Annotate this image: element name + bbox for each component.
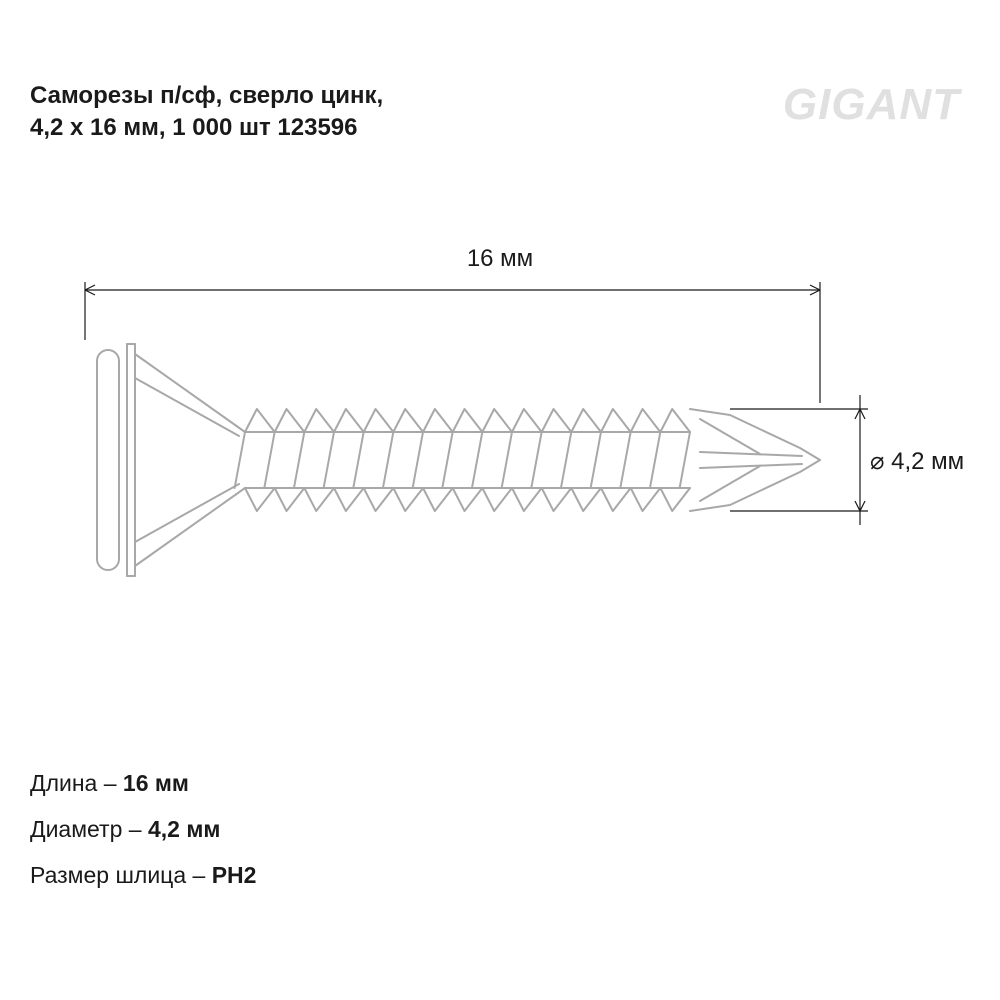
specifications: Длина – 16 мм Диаметр – 4,2 мм Размер шл… (30, 760, 256, 898)
spec-diameter: Диаметр – 4,2 мм (30, 806, 256, 852)
product-title: Саморезы п/сф, сверло цинк, 4,2 х 16 мм,… (30, 80, 383, 145)
title-line-1: Саморезы п/сф, сверло цинк, (30, 80, 383, 112)
screw-svg (30, 240, 970, 660)
spec-length-label: Длина – (30, 770, 123, 796)
spec-diameter-value: 4,2 мм (148, 816, 220, 842)
spec-length: Длина – 16 мм (30, 760, 256, 806)
title-line-2: 4,2 х 16 мм, 1 000 шт 123596 (30, 112, 383, 144)
brand-logo: GIGANT (783, 80, 960, 130)
screw-diagram (30, 240, 970, 660)
spec-drive: Размер шлица – PH2 (30, 852, 256, 898)
spec-drive-label: Размер шлица – (30, 862, 212, 888)
spec-diameter-label: Диаметр – (30, 816, 148, 842)
spec-length-value: 16 мм (123, 770, 189, 796)
spec-drive-value: PH2 (212, 862, 257, 888)
